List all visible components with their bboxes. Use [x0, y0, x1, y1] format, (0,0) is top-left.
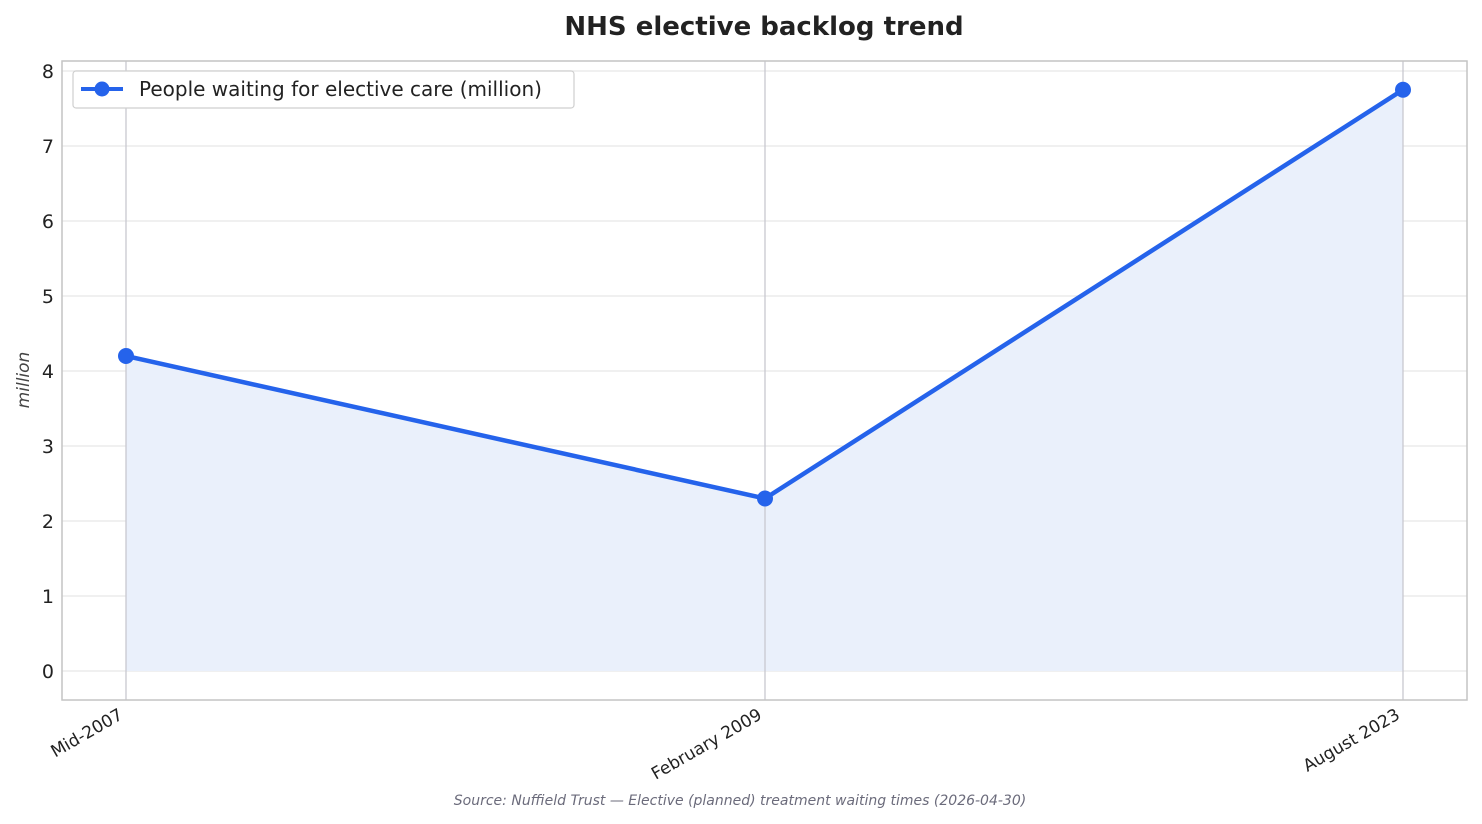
x-tick-label: February 2009: [648, 705, 765, 784]
series-area: [126, 89, 1403, 671]
data-point: [757, 490, 773, 507]
x-tick-label: August 2023: [1300, 705, 1404, 776]
y-tick-label: 6: [42, 211, 54, 233]
chart-title: NHS elective backlog trend: [564, 12, 963, 42]
legend-box: [72, 70, 575, 109]
y-axis-ticks: 0 1 2 3 4 5 6 7 8: [42, 61, 54, 683]
source-note: Source: Nuffield Trust — Elective (plann…: [454, 793, 1026, 809]
x-axis-ticks: Mid-2007 February 2009 August 2023: [48, 705, 1404, 784]
y-axis-label: million: [14, 352, 34, 409]
data-points: [118, 81, 1411, 507]
y-tick-label: 2: [42, 511, 54, 533]
x-tick-label: Mid-2007: [48, 705, 127, 762]
area-fill-layer: [126, 89, 1403, 671]
category-lines: [125, 61, 1404, 700]
legend: People waiting for elective care (millio…: [72, 70, 575, 109]
data-point: [118, 348, 134, 364]
data-point: [1395, 81, 1411, 98]
y-tick-label: 3: [42, 436, 54, 458]
y-tick-label: 5: [42, 286, 54, 308]
y-tick-label: 1: [42, 586, 54, 608]
y-tick-label: 4: [42, 361, 54, 383]
plot-frame: [61, 60, 1468, 701]
y-tick-label: 7: [42, 136, 54, 158]
y-tick-label: 8: [42, 61, 54, 83]
y-tick-label: 0: [42, 661, 54, 683]
legend-marker-swatch: [94, 81, 110, 97]
legend-label: People waiting for elective care (millio…: [139, 77, 542, 101]
